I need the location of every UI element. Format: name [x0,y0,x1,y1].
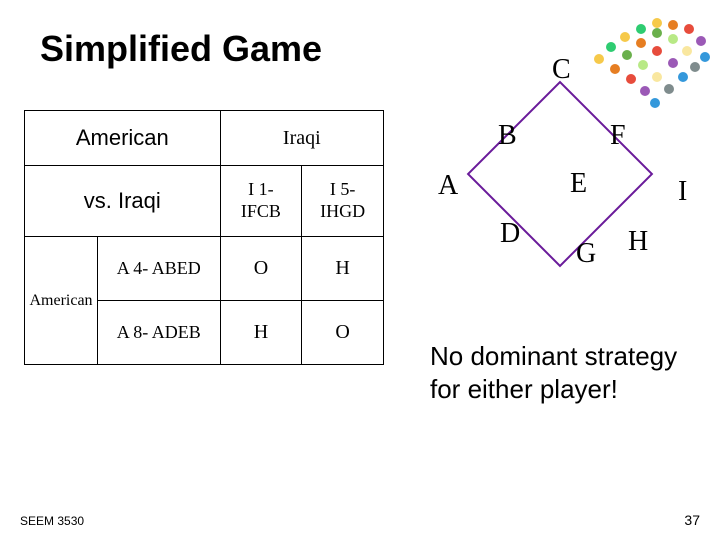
dot [682,46,692,56]
cell-r2c2: O [302,301,384,365]
dot [652,28,662,38]
dot [636,24,646,34]
dot [700,52,710,62]
diamond-shape [467,81,654,268]
dot [696,36,706,46]
dot [684,24,694,34]
label-h: H [628,226,648,258]
dot [606,42,616,52]
label-f: F [610,120,626,152]
label-g: G [576,238,596,270]
footer-course: SEEM 3530 [20,514,84,528]
dot [652,18,662,28]
dot [690,62,700,72]
cell-r1c2: H [302,237,384,301]
table-col1: I 1- IFCB [220,166,302,237]
label-a: A [438,170,458,202]
dot [620,32,630,42]
page-title: Simplified Game [40,28,322,70]
label-b: B [498,120,517,152]
cell-r2c1: H [220,301,302,365]
dot [668,20,678,30]
payoff-table: American Iraqi vs. Iraqi I 1- IFCB I 5- … [24,110,384,365]
table-header-right: Iraqi [220,111,383,166]
label-e: E [570,168,587,200]
table-row1-label: A 4- ABED [98,237,221,301]
dot [622,50,632,60]
label-i: I [678,176,687,208]
label-c: C [552,54,571,86]
table-col2: I 5- IHGD [302,166,384,237]
table-header-left: American [25,111,221,166]
dot [668,34,678,44]
caption-text: No dominant strategy for either player! [430,340,680,405]
table-sub-left: vs. Iraqi [25,166,221,237]
dot [636,38,646,48]
footer-page: 37 [684,512,700,528]
label-d: D [500,218,520,250]
diamond-diagram: C B F A E I D G H [430,60,690,320]
table-row2-label: A 8- ADEB [98,301,221,365]
dot [652,46,662,56]
cell-r1c1: O [220,237,302,301]
table-side-label: American [25,237,98,365]
